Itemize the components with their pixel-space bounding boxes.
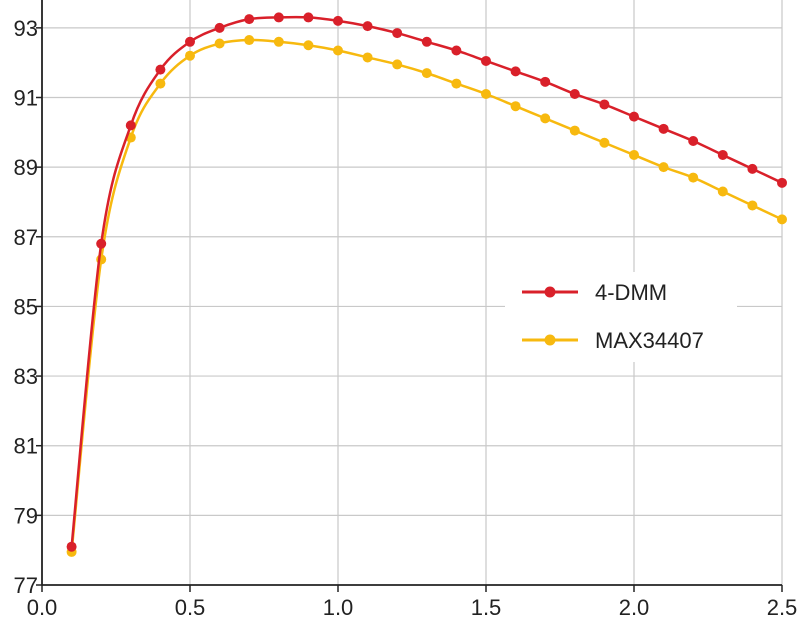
data-point-4-dmm: [540, 76, 551, 87]
legend-marker-max34407: [544, 334, 556, 346]
x-tick-label: 0.5: [175, 595, 206, 620]
data-point-max34407: [244, 35, 255, 46]
data-point-max34407: [629, 149, 639, 160]
data-point-max34407: [185, 50, 195, 61]
data-point-4-dmm: [629, 111, 639, 122]
data-point-4-dmm: [185, 36, 195, 47]
tick-labels: 0.0 0.5 1.0 1.5 2.0 2.5 77 79 81 83 85 87 89 91 93: [14, 16, 798, 620]
x-tick-label: 2.0: [619, 595, 650, 620]
y-tick-label: 91: [14, 86, 38, 111]
y-tick-label: 79: [14, 503, 38, 528]
x-tick-label: 2.5: [767, 595, 798, 620]
data-point-4-dmm: [688, 136, 699, 147]
data-point-4-dmm: [599, 99, 610, 110]
data-point-max34407: [599, 137, 610, 148]
data-point-max34407: [303, 40, 314, 51]
data-point-4-dmm: [717, 149, 728, 160]
data-point-max34407: [688, 172, 699, 183]
data-point-4-dmm: [362, 21, 373, 32]
y-tick-label: 77: [14, 573, 38, 598]
y-tick-label: 89: [14, 155, 38, 180]
legend-box: [505, 272, 737, 362]
data-point-max34407: [451, 78, 462, 89]
data-point-max34407: [777, 214, 787, 225]
data-point-4-dmm: [214, 22, 225, 33]
data-point-4-dmm: [303, 12, 314, 23]
data-point-4-dmm: [66, 541, 77, 552]
y-tick-label: 85: [14, 294, 38, 319]
axes: [36, 0, 783, 592]
data-point-4-dmm: [658, 123, 669, 134]
data-point-max34407: [362, 52, 373, 63]
data-point-max34407: [421, 68, 432, 79]
data-point-4-dmm: [777, 177, 787, 188]
data-point-max34407: [510, 101, 521, 112]
y-tick-label: 93: [14, 16, 38, 41]
data-point-4-dmm: [481, 55, 491, 66]
data-point-4-dmm: [510, 66, 521, 77]
data-point-4-dmm: [125, 120, 136, 131]
data-point-max34407: [214, 38, 225, 49]
data-point-max34407: [717, 186, 728, 197]
data-point-4-dmm: [333, 15, 343, 26]
x-tick-label: 1.5: [471, 595, 502, 620]
data-point-4-dmm: [421, 36, 432, 47]
legend: 4-DMM MAX34407: [505, 272, 737, 362]
y-tick-label: 81: [14, 434, 38, 459]
data-point-max34407: [569, 125, 580, 136]
data-point-max34407: [747, 200, 758, 211]
y-tick-label: 87: [14, 225, 38, 250]
data-point-max34407: [392, 59, 403, 70]
y-tick-label: 83: [14, 364, 38, 389]
data-point-4-dmm: [747, 163, 758, 174]
data-point-max34407: [333, 45, 343, 56]
legend-label-max34407: MAX34407: [595, 328, 704, 353]
data-point-4-dmm: [273, 12, 284, 23]
legend-label-4-dmm: 4-DMM: [595, 280, 667, 305]
series-layer: [66, 12, 787, 557]
data-point-4-dmm: [392, 28, 403, 39]
data-point-max34407: [540, 113, 551, 124]
data-point-4-dmm: [569, 89, 580, 100]
data-point-max34407: [155, 78, 166, 89]
data-point-4-dmm: [155, 64, 166, 75]
data-point-4-dmm: [96, 238, 107, 249]
data-point-4-dmm: [244, 14, 255, 25]
legend-marker-4-dmm: [544, 286, 556, 298]
x-tick-label: 1.0: [323, 595, 354, 620]
data-point-max34407: [273, 36, 284, 47]
data-point-max34407: [658, 162, 669, 173]
data-point-max34407: [481, 89, 491, 100]
data-point-4-dmm: [451, 45, 462, 56]
x-tick-label: 0.0: [27, 595, 58, 620]
